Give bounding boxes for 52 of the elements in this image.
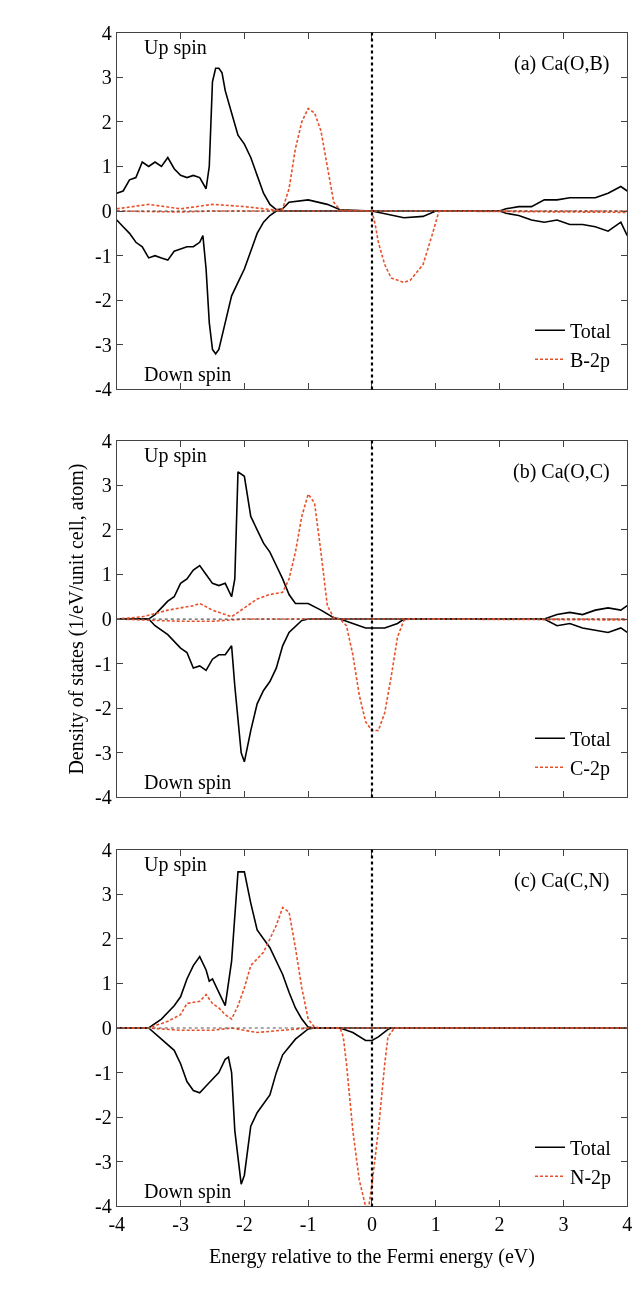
annotation: Down spin [144,363,232,386]
y-tick-label: 0 [101,608,112,631]
y-tick-label: -2 [95,1106,112,1129]
text: (a) Ca(O,B) [514,52,610,75]
y-tick-label: 4 [101,838,112,861]
legend-label: N-2p [570,1166,612,1190]
text: (c) Ca(C,N) [514,869,610,892]
x-tick-label: -2 [236,1213,253,1236]
legend-label: C-2p [570,757,611,781]
y-tick-label: 0 [101,200,112,223]
legend-label: B-2p [570,349,611,373]
x-tick-label: 1 [430,1213,441,1236]
annotation: Down spin [144,771,232,794]
legend-label: Total [570,320,612,343]
annotation: Up spin [144,444,207,467]
x-axis-title: Energy relative to the Fermi energy (eV) [209,1244,535,1268]
x-tick-label: 4 [622,1213,633,1236]
x-tick-label: -1 [299,1213,317,1236]
y-tick-label: -4 [95,378,112,401]
y-tick-label: 1 [101,563,112,586]
y-tick-label: 4 [101,21,112,44]
y-tick-label: -1 [95,652,112,675]
y-tick-label: -3 [95,1150,112,1173]
annotation: Up spin [144,36,207,59]
y-tick-label: 3 [101,474,112,497]
y-tick-label: -2 [95,697,112,720]
y-tick-label: -4 [95,786,112,809]
y-tick-label: -4 [95,1195,112,1218]
y-tick-label: 4 [101,429,112,452]
y-tick-label: -2 [95,289,112,312]
y-tick-label: 2 [101,927,112,950]
annotation: Down spin [144,1180,232,1203]
x-tick-label: 2 [494,1213,505,1236]
y-tick-label: -1 [95,1061,112,1084]
y-tick-label: 3 [101,883,112,906]
y-tick-label: 1 [101,155,112,178]
y-axis-title: Density of states (1/eV/unit cell, atom) [64,463,88,775]
y-tick-label: 1 [101,972,112,995]
annotation: Up spin [144,853,207,876]
y-tick-label: 2 [101,518,112,541]
text: (b) Ca(O,C) [513,460,610,483]
y-tick-label: 0 [101,1017,112,1040]
x-tick-label: -3 [172,1213,189,1236]
legend-label: Total [570,1137,612,1160]
x-tick-label: 0 [366,1213,377,1236]
x-tick-label: 3 [558,1213,569,1236]
legend-label: Total [570,728,612,751]
y-tick-label: 2 [101,110,112,133]
y-tick-label: -3 [95,741,112,764]
y-tick-label: -1 [95,244,112,267]
y-tick-label: -3 [95,333,112,356]
y-tick-label: 3 [101,66,112,89]
